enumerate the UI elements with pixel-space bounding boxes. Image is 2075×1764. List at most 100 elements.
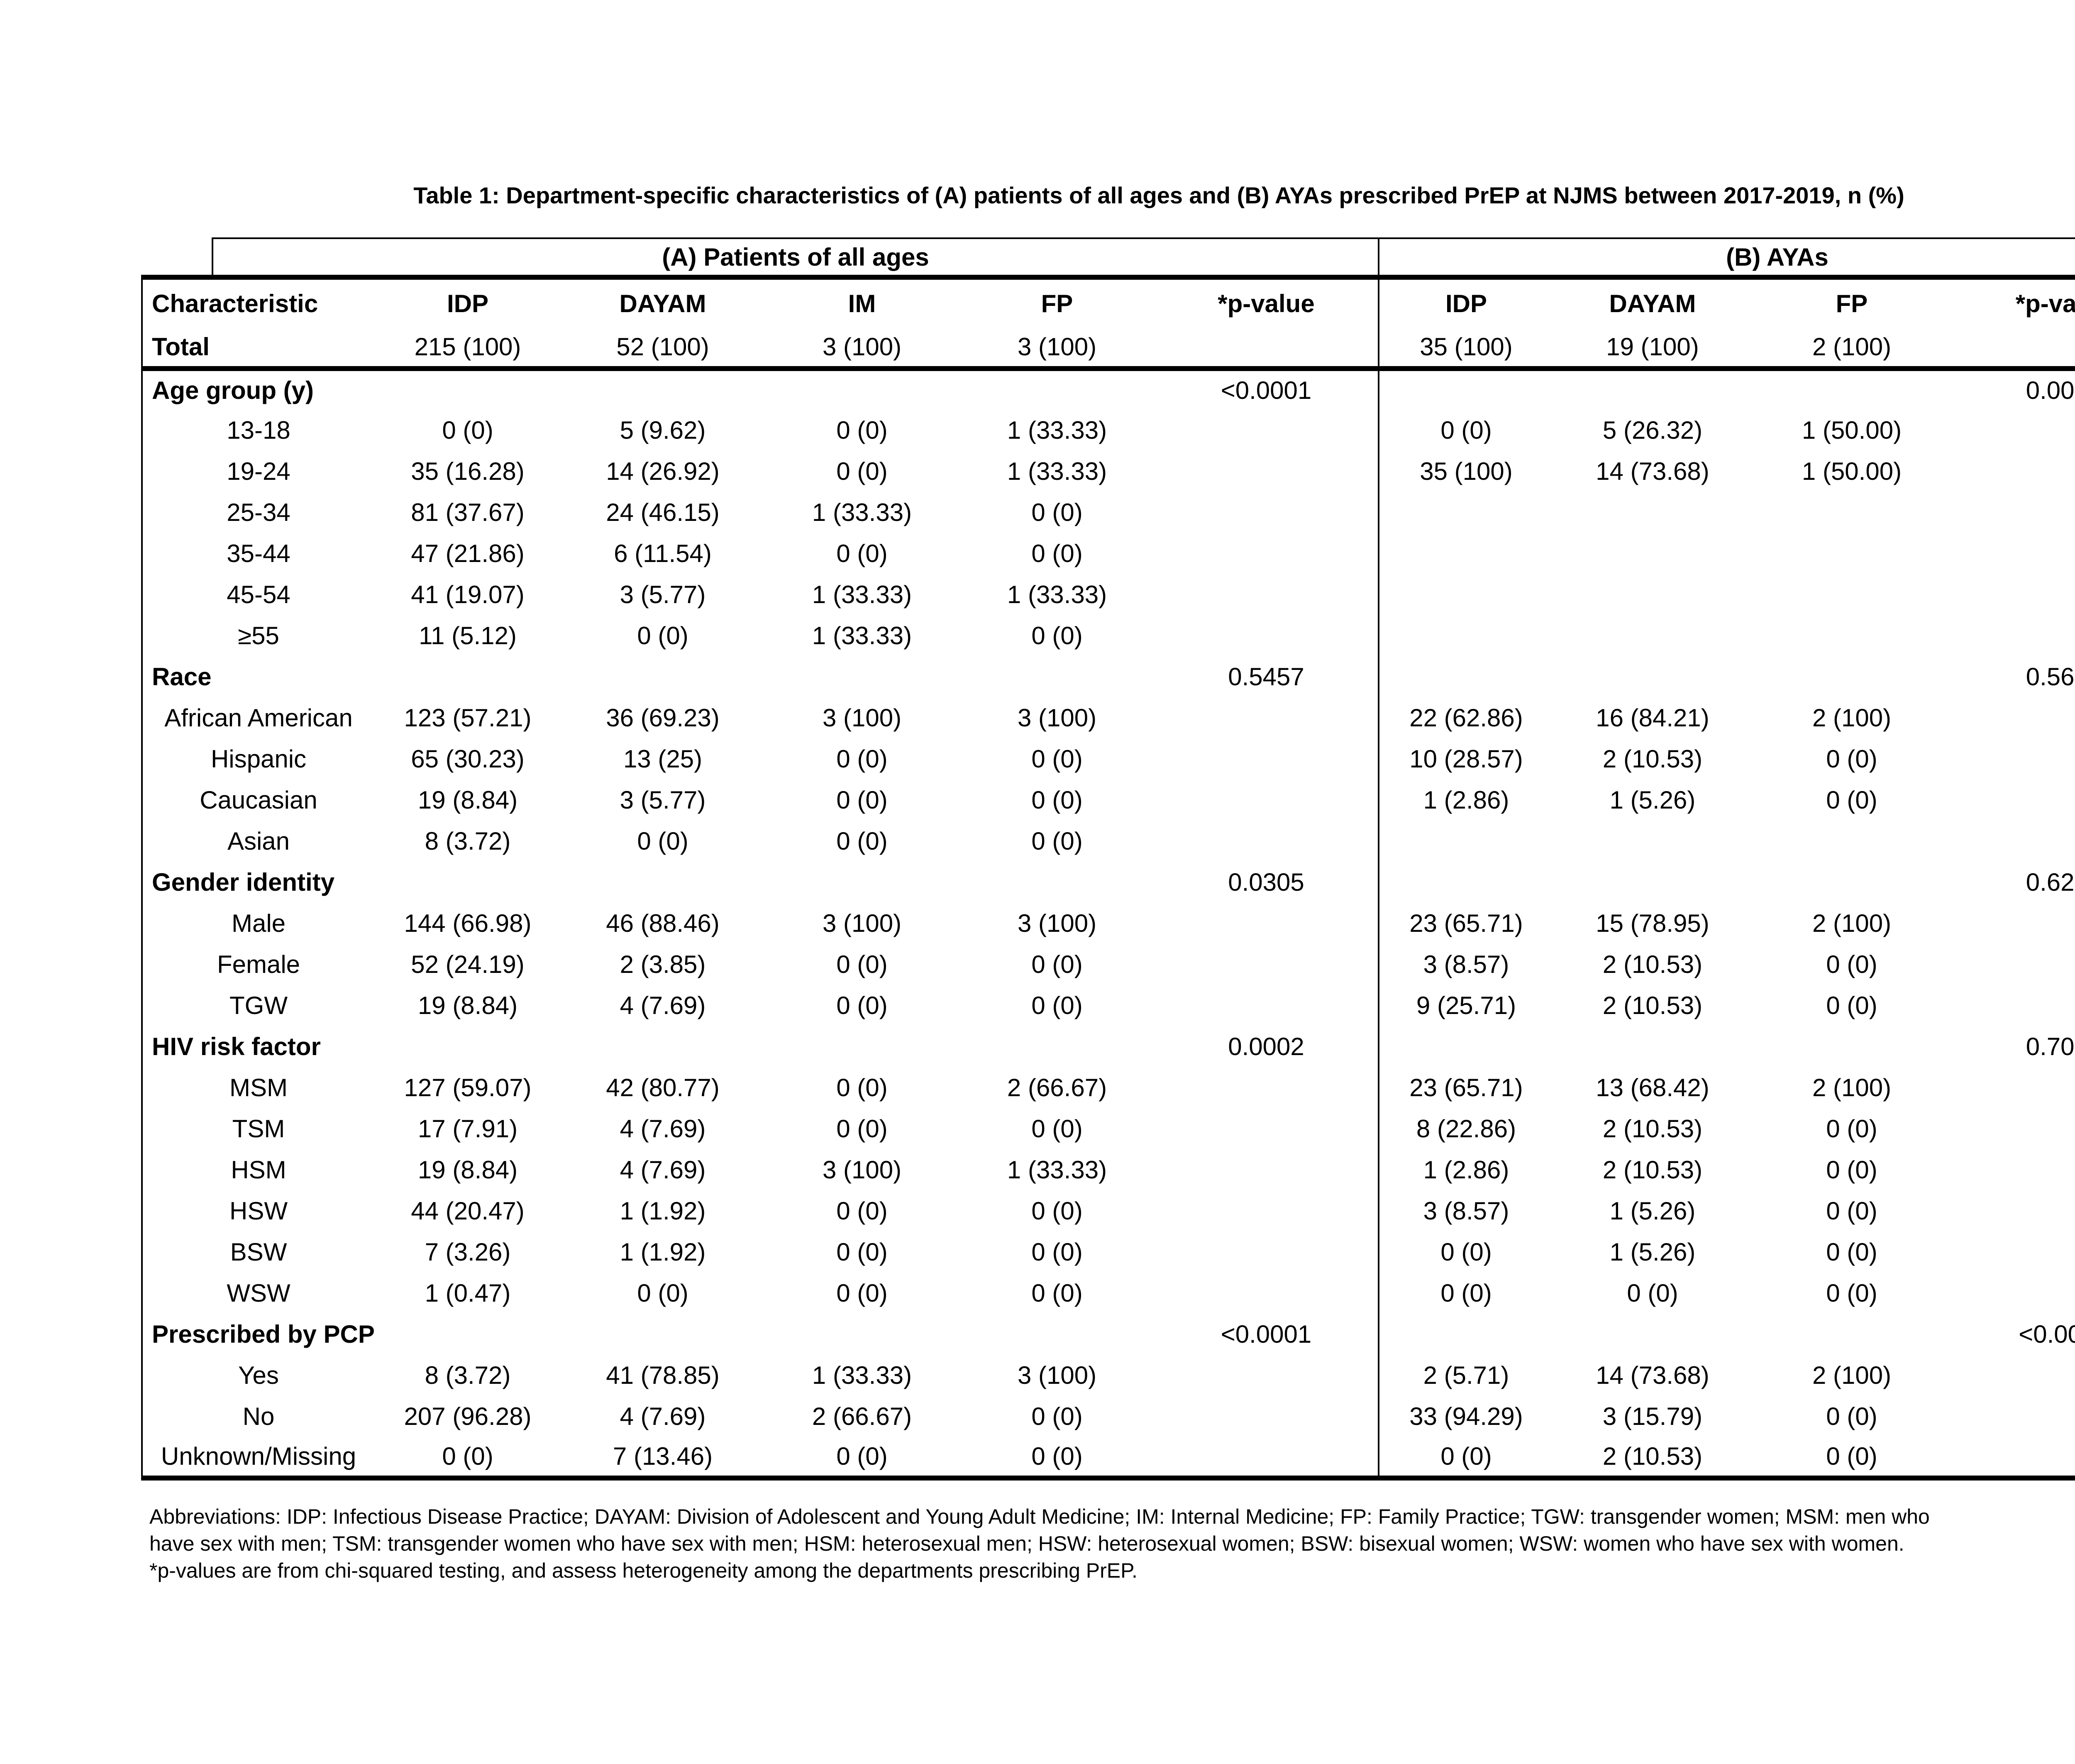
p-value-cell: 0.6214 [2026, 868, 2075, 896]
p-value-cell: 0.0002 [1228, 1033, 1304, 1060]
value-cell: 1 (33.33) [812, 581, 912, 608]
value-cell [764, 369, 959, 410]
value-cell: 5 (9.62) [620, 416, 706, 444]
table-row: Unknown/Missing 0 (0) 7 (13.46) 0 (0) 0 (0) 0… [142, 1437, 2075, 1478]
p-value-cell [1951, 738, 2075, 779]
value-cell: 8 (3.72) [425, 1361, 511, 1389]
value-cell: 0 (0) [1031, 498, 1083, 526]
characteristic-cell: 13-18 [227, 416, 290, 444]
value-cell: 215 (100) [374, 327, 561, 371]
value-cell [1553, 1314, 1752, 1355]
value-cell [1752, 821, 1951, 862]
value-cell: DAYAM [1609, 290, 1696, 318]
p-value-cell [1155, 903, 1379, 944]
p-value-cell [1951, 615, 2075, 656]
value-cell: 2 (10.53) [1602, 745, 1703, 773]
characteristic-cell: Caucasian [200, 786, 317, 814]
value-cell: 0 (0) [836, 1238, 888, 1266]
value-cell: 19 (8.84) [417, 992, 518, 1019]
value-cell [1553, 369, 1752, 410]
characteristic-cell: Age group (y) [152, 376, 314, 404]
characteristic-cell: TGW [229, 992, 288, 1019]
value-cell: 52 (100) [561, 327, 764, 371]
value-cell [1752, 1026, 1951, 1067]
value-cell: 33 (94.29) [1378, 1396, 1553, 1437]
value-cell: 4 (7.69) [620, 1115, 706, 1143]
value-cell: 0 (0) [836, 1074, 888, 1102]
p-value-cell: <0.0001 [1221, 1320, 1312, 1348]
value-cell: 1 (5.26) [1609, 1197, 1696, 1225]
value-cell [764, 1026, 959, 1067]
value-cell [374, 1314, 561, 1355]
table-row: ≥55 11 (5.12) 0 (0) 1 (33.33) 0 (0) [142, 615, 2075, 656]
value-cell: 3 (100) [764, 327, 959, 371]
value-cell: 0 (0) [1031, 622, 1083, 650]
value-cell: 19 (8.84) [417, 786, 518, 814]
value-cell: 65 (30.23) [411, 745, 525, 773]
value-cell: 144 (66.98) [404, 909, 532, 937]
table-row: Race 0.5457 0.5681 [142, 656, 2075, 697]
value-cell: 1 (5.26) [1609, 786, 1696, 814]
p-value-cell [1155, 492, 1379, 533]
value-cell: 1 (2.86) [1378, 1149, 1553, 1190]
characteristic-cell: African American [164, 704, 353, 732]
p-value-cell [1951, 533, 2075, 574]
value-cell: 5 (26.32) [1602, 416, 1703, 444]
characteristic-cell: Prescribed by PCP [152, 1320, 375, 1348]
section-a-header: (A) Patients of all ages [212, 237, 1378, 275]
value-cell: 0 (0) [442, 416, 493, 444]
value-cell: 0 (0) [836, 1115, 888, 1143]
p-value-cell [1951, 903, 2075, 944]
value-cell: 1 (50.00) [1802, 457, 1902, 485]
value-cell: 17 (7.91) [417, 1115, 518, 1143]
table-row: TGW 19 (8.84) 4 (7.69) 0 (0) 0 (0) 9 (25.71) 2… [142, 985, 2075, 1026]
value-cell: 0 (0) [836, 1279, 888, 1307]
value-cell: 207 (96.28) [404, 1402, 532, 1430]
characteristic-cell: MSM [229, 1074, 288, 1102]
p-value-cell [1951, 944, 2075, 985]
value-cell [561, 656, 764, 697]
value-cell: 2 (10.53) [1602, 992, 1703, 1019]
p-value-cell [1951, 1355, 2075, 1396]
value-cell [1752, 574, 1951, 615]
value-cell: 0 (0) [637, 1279, 688, 1307]
table-row: No 207 (96.28) 4 (7.69) 2 (66.67) 0 (0) 33 (9… [142, 1396, 2075, 1437]
value-cell: 0 (0) [1378, 1273, 1553, 1314]
value-cell: 4 (7.69) [620, 1156, 706, 1184]
value-cell: 3 (100) [822, 704, 902, 732]
p-value-cell [1951, 1190, 2075, 1231]
p-value-cell: 0.0305 [1228, 868, 1304, 896]
footnote-line: *p-values are from chi-squared testing, … [149, 1559, 1138, 1582]
value-cell: 0 (0) [1031, 1442, 1083, 1470]
value-cell: 2 (100) [1812, 704, 1892, 732]
value-cell: 1 (33.33) [812, 622, 912, 650]
table-row: Asian 8 (3.72) 0 (0) 0 (0) 0 (0) [142, 821, 2075, 862]
value-cell: 2 (10.53) [1602, 1156, 1703, 1184]
p-value-cell: <0.0001 [2019, 1320, 2075, 1348]
table-row: WSW 1 (0.47) 0 (0) 0 (0) 0 (0) 0 (0) 0 (0) 0 (0… [142, 1273, 2075, 1314]
value-cell: 0 (0) [1031, 1197, 1083, 1225]
value-cell [959, 1026, 1155, 1067]
characteristic-cell: Hispanic [210, 745, 307, 773]
value-cell: 0 (0) [1826, 1197, 1877, 1225]
p-value-cell: *p-value [2015, 290, 2075, 318]
value-cell: 0 (0) [1826, 1402, 1877, 1430]
characteristics-table: Characteristic IDP DAYAM IM FP *p-value IDP DAY… [141, 275, 2075, 1481]
characteristic-cell: BSW [230, 1238, 287, 1266]
value-cell: 0 (0) [1031, 745, 1083, 773]
characteristic-cell: Total [142, 327, 374, 371]
value-cell: 0 (0) [1826, 950, 1877, 978]
value-cell: 0 (0) [1826, 1279, 1877, 1307]
value-cell [1378, 369, 1553, 410]
value-cell: 0 (0) [836, 1197, 888, 1225]
value-cell: 0 (0) [1031, 786, 1083, 814]
value-cell: 1 (33.33) [1007, 581, 1107, 608]
value-cell [1553, 656, 1752, 697]
value-cell: 19 (8.84) [417, 1156, 518, 1184]
value-cell: 127 (59.07) [404, 1074, 532, 1102]
p-value-cell [1155, 1437, 1379, 1478]
value-cell: 1 (33.33) [1007, 457, 1107, 485]
value-cell: 0 (0) [637, 827, 688, 855]
characteristic-cell: Characteristic [152, 290, 318, 318]
value-cell: 15 (78.95) [1596, 909, 1709, 937]
